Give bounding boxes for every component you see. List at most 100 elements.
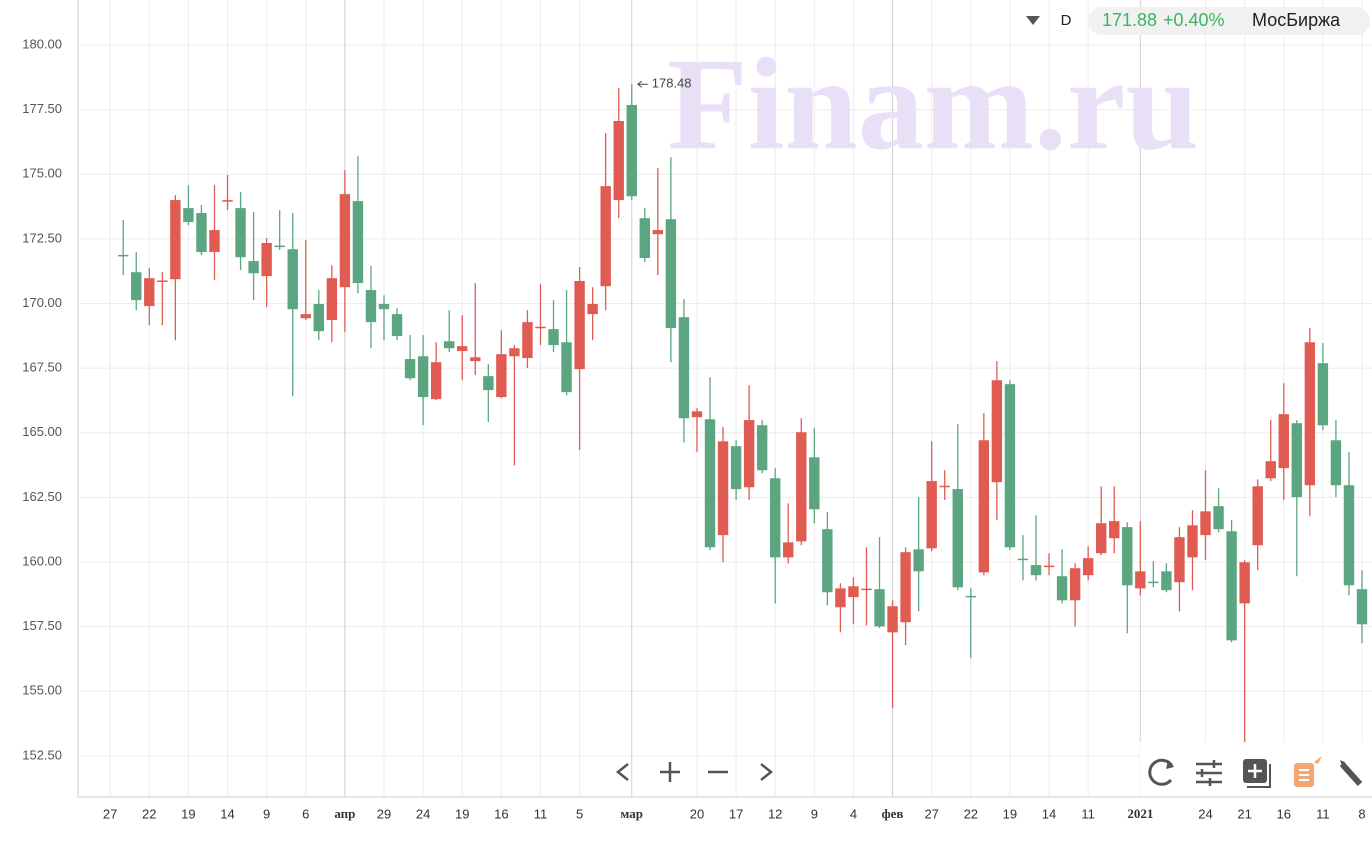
candle-body: [313, 304, 324, 332]
candle-body: [1174, 537, 1185, 583]
candle-body: [1265, 461, 1276, 479]
candle-body: [417, 356, 429, 398]
dropdown-icon[interactable]: [1026, 16, 1040, 25]
candle-body: [796, 432, 807, 542]
quote-change: +0.40%: [1163, 10, 1225, 30]
candle-body: [626, 104, 637, 197]
x-tick-label: 17: [729, 806, 743, 821]
candle-body: [1330, 440, 1342, 486]
x-tick-label: 19: [455, 806, 469, 821]
nav-forward[interactable]: [760, 763, 774, 781]
y-tick-label: 155.00: [22, 683, 62, 698]
candle-body: [1356, 589, 1368, 625]
timeframe[interactable]: D: [1061, 12, 1072, 29]
x-tick-label: 29: [377, 806, 391, 821]
nav-back[interactable]: [615, 763, 629, 781]
candle-body: [926, 481, 937, 549]
candle-body: [496, 354, 507, 398]
candle-body: [391, 314, 403, 337]
candle-body: [287, 249, 298, 310]
candle-body: [743, 420, 755, 488]
candle-body: [535, 326, 546, 329]
candle-body: [509, 348, 520, 357]
settings-icon[interactable]: [1196, 760, 1222, 786]
candle-body: [600, 186, 611, 287]
candle-body: [444, 341, 455, 349]
candle-body: [861, 588, 872, 591]
candle-body: [1161, 571, 1172, 591]
x-tick-label: 27: [924, 806, 938, 821]
y-tick-label: 167.50: [22, 360, 62, 375]
candle-body: [222, 200, 233, 202]
candle-layer: [118, 84, 1368, 750]
candle-body: [118, 254, 129, 257]
x-tick-label: 8: [1358, 806, 1365, 821]
candle-body: [1082, 558, 1094, 576]
candle-body: [574, 281, 585, 370]
candle-body: [274, 245, 285, 248]
candle-body: [900, 552, 911, 623]
candle-body: [1122, 527, 1133, 586]
y-tick-label: 175.00: [22, 166, 62, 181]
candle-body: [1200, 511, 1211, 536]
candle-body: [939, 485, 950, 488]
candle-body: [1239, 562, 1250, 604]
y-tick-label: 170.00: [22, 295, 62, 310]
y-tick-label: 180.00: [22, 36, 62, 51]
candle-body: [196, 213, 207, 253]
x-tick-label: 2021: [1127, 806, 1153, 821]
candle-body: [339, 194, 351, 288]
candle-body: [639, 218, 650, 258]
x-tick-label: 21: [1237, 806, 1251, 821]
x-tick-label: 11: [1316, 806, 1330, 821]
x-tick-label: 11: [534, 806, 548, 821]
annotation-label: 178.48: [652, 76, 692, 91]
x-tick-label: 9: [263, 806, 270, 821]
candle-body: [835, 588, 846, 608]
candle-body: [691, 411, 703, 418]
candle-body: [1056, 576, 1068, 601]
y-tick-label: 165.00: [22, 424, 62, 439]
x-tick-label: 22: [964, 806, 978, 821]
candle-body: [170, 200, 181, 280]
candle-body: [887, 606, 898, 633]
annotation-arrow: [636, 80, 648, 88]
candle-body: [1043, 565, 1055, 568]
candle-body: [991, 380, 1003, 483]
candle-body: [1030, 565, 1042, 576]
watermark: Finam.ru: [667, 30, 1199, 177]
candle-body: [548, 329, 559, 346]
candle-body: [183, 208, 194, 223]
zoom-in[interactable]: [660, 762, 680, 782]
candle-body: [470, 357, 481, 362]
candle-body: [157, 280, 168, 282]
y-tick-label: 172.50: [22, 230, 62, 245]
candle-body: [1226, 531, 1237, 641]
candle-body: [522, 322, 533, 359]
y-tick-label: 162.50: [22, 489, 62, 504]
add-shadow: [1247, 764, 1271, 788]
x-tick-label: мар: [621, 806, 644, 821]
candle-body: [1317, 363, 1329, 426]
candle-body: [730, 446, 742, 490]
notes-lines: [1299, 769, 1309, 781]
candle-body: [209, 230, 220, 253]
candle-body: [457, 346, 468, 352]
x-tick-label: 24: [416, 806, 430, 821]
candle-body: [144, 278, 155, 307]
candle-body: [809, 457, 820, 510]
refresh-icon[interactable]: [1148, 758, 1174, 786]
x-tick-label: 19: [1003, 806, 1017, 821]
candle-body: [378, 304, 390, 310]
candle-body: [404, 359, 416, 379]
pencil-icon[interactable]: [1339, 761, 1363, 787]
candle-body: [783, 542, 794, 558]
candle-body: [235, 208, 246, 258]
candle-body: [1096, 523, 1107, 554]
candle-body: [131, 272, 142, 301]
candle-body: [965, 595, 976, 598]
x-tick-label: 12: [768, 806, 782, 821]
x-tick-label: 20: [690, 806, 704, 821]
